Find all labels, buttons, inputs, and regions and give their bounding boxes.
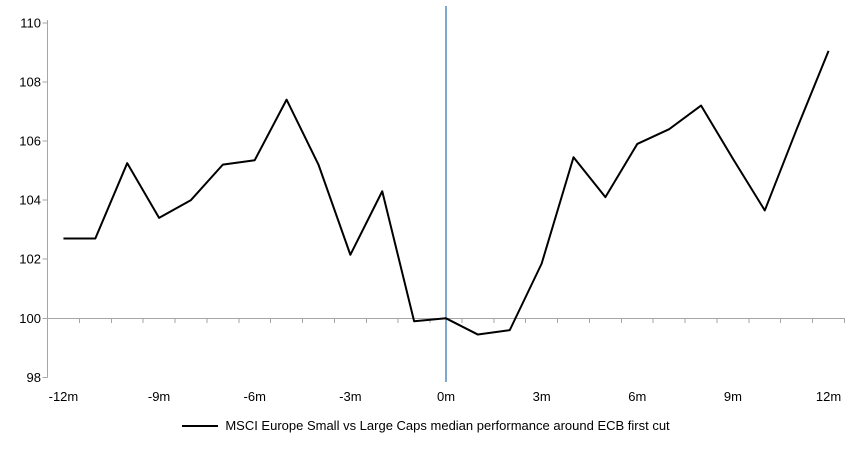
y-tick-label: 106 [19,134,41,149]
x-tick-label: 0m [437,389,455,404]
x-tick-label: -6m [244,389,266,404]
x-tick-label: 9m [724,389,742,404]
x-tick-label: -12m [49,389,79,404]
y-tick-label: 108 [19,74,41,89]
legend-line-sample [182,424,219,427]
x-tick-label: 3m [533,389,551,404]
legend: MSCI Europe Small vs Large Caps median p… [0,418,852,433]
x-tick-label: 12m [816,389,841,404]
x-tick-label: -9m [148,389,170,404]
y-tick-label: 102 [19,252,41,267]
legend-label: MSCI Europe Small vs Large Caps median p… [225,418,670,433]
series-line [63,50,830,336]
x-tick-label: -3m [339,389,361,404]
y-tick-label: 100 [19,311,41,326]
y-tick-label: 110 [20,15,41,30]
y-tick-label: 98 [27,370,41,385]
y-tick-label: 104 [19,193,41,208]
x-tick-label: 6m [628,389,646,404]
